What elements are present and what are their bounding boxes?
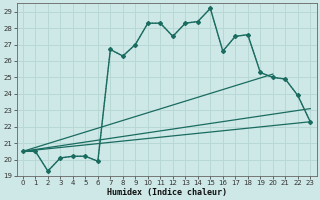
X-axis label: Humidex (Indice chaleur): Humidex (Indice chaleur) — [107, 188, 227, 197]
